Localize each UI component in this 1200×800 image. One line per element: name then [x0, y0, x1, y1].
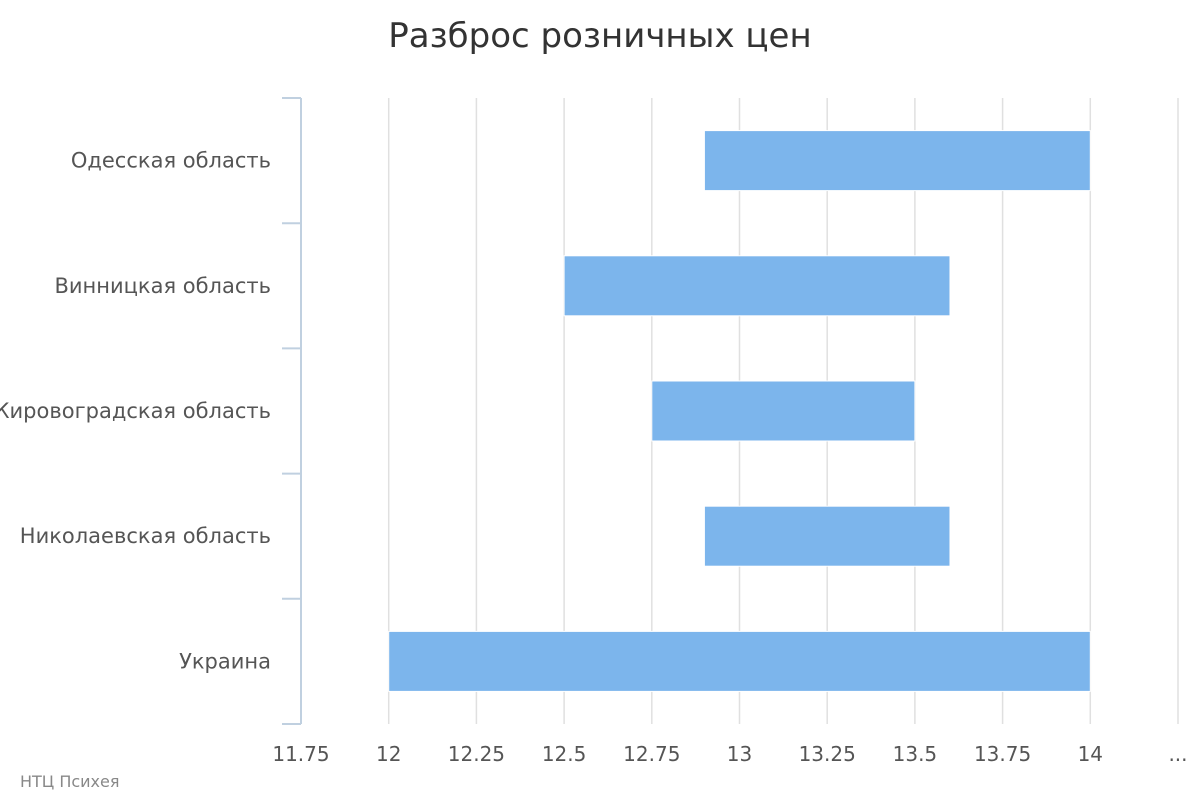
range-bar[interactable] — [703, 130, 1091, 192]
x-tick-label: 12.75 — [623, 742, 680, 766]
category-label: Винницкая область — [54, 274, 271, 298]
x-tick-label: 11.75 — [272, 742, 329, 766]
x-tick-label: ... — [1168, 742, 1187, 766]
x-tick-label: 13.25 — [799, 742, 856, 766]
x-tick-label: 12.25 — [448, 742, 505, 766]
category-label: Кировоградская область — [0, 399, 271, 423]
category-label: Украина — [179, 649, 271, 673]
x-tick-label: 14 — [1078, 742, 1103, 766]
credit-label: НТЦ Психея — [20, 772, 120, 791]
x-tick-label: 12 — [376, 742, 401, 766]
bars — [388, 130, 1091, 692]
category-label: Николаевская область — [20, 524, 271, 548]
range-bar[interactable] — [651, 380, 916, 442]
y-axis — [282, 97, 302, 725]
category-label: Одесская область — [71, 149, 271, 173]
chart-title: Разброс розничных цен — [388, 16, 811, 56]
x-tick-labels: 11.75 12 12.25 12.5 12.75 13 13.25 13.5 13.75 14.… — [272, 742, 1187, 766]
range-bar[interactable] — [703, 505, 951, 567]
x-tick-label: 13.5 — [893, 742, 938, 766]
category-labels: Одесская область Винницкая область Кировог… — [0, 149, 271, 674]
x-tick-label: 13 — [727, 742, 752, 766]
range-bar[interactable] — [563, 255, 951, 317]
x-tick-label: 13.75 — [974, 742, 1031, 766]
range-bar[interactable] — [388, 630, 1091, 692]
x-tick-label: 12.5 — [542, 742, 587, 766]
